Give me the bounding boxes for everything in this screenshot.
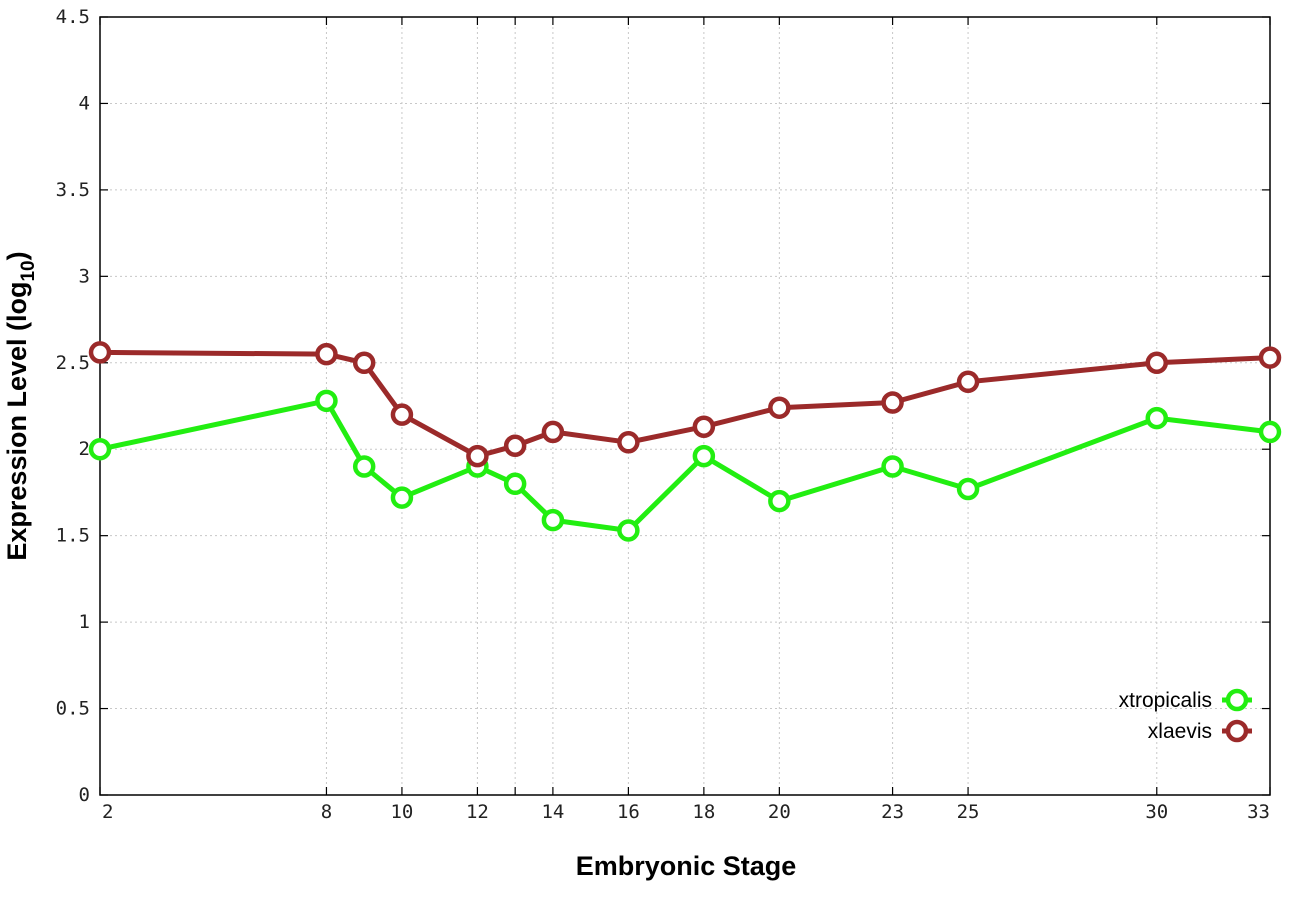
data-point-xlaevis (88, 341, 112, 364)
y-tick-label: 3.5 (56, 179, 90, 201)
data-point-xtropicalis (503, 472, 527, 496)
data-point-xtropicalis (88, 437, 112, 461)
y-tick-label: 2 (79, 438, 90, 460)
y-tick-label: 4.5 (56, 6, 90, 28)
series-line-xtropicalis (99, 398, 1271, 533)
y-tick-label: 3 (79, 265, 90, 287)
x-axis-ticks: 2 8 10 12 14 16 18 20 23 25 30 33 (99, 17, 1271, 823)
data-point-xtropicalis (352, 455, 376, 478)
x-axis-title: Embryonic Stage (576, 851, 797, 881)
x-tick-label: 33 (1247, 801, 1270, 823)
data-point-xlaevis (315, 342, 338, 366)
data-point-xlaevis (390, 403, 414, 426)
data-point-xlaevis (503, 434, 527, 458)
y-axis-ticks: 0 0.5 1 1.5 2 2.5 3 3.5 4 4.5 (56, 6, 1270, 806)
data-point-xlaevis (768, 396, 791, 419)
x-tick-label: 30 (1145, 801, 1168, 823)
x-tick-label: 14 (541, 801, 564, 823)
x-tick-label: 12 (466, 801, 489, 823)
data-point-xlaevis (881, 391, 904, 414)
x-tick-label: 20 (768, 801, 791, 823)
x-tick-label: 16 (617, 801, 640, 823)
y-tick-label: 0 (79, 784, 90, 806)
legend-item-xtropicalis: xtropicalis (1119, 688, 1252, 712)
data-point-xtropicalis (617, 519, 640, 542)
data-point-xlaevis (541, 420, 565, 444)
grid-lines (100, 17, 1270, 795)
data-point-xlaevis (956, 370, 980, 394)
data-point-xtropicalis (768, 489, 791, 513)
x-tick-label: 23 (881, 801, 904, 823)
data-point-xtropicalis (541, 508, 565, 532)
data-point-xtropicalis (315, 389, 338, 413)
data-point-xtropicalis (1145, 406, 1169, 430)
y-tick-label: 2.5 (56, 352, 90, 374)
data-point-xtropicalis (390, 486, 414, 509)
y-tick-label: 0.5 (56, 698, 90, 720)
legend-item-xlaevis: xlaevis (1148, 719, 1252, 743)
y-tick-label: 1 (79, 611, 90, 633)
series-layer (88, 341, 1282, 542)
data-point-xtropicalis (956, 477, 980, 501)
data-point-xlaevis (1145, 351, 1169, 375)
data-point-xtropicalis (881, 455, 904, 478)
data-point-xtropicalis (1258, 420, 1282, 444)
legend-label-xtropicalis: xtropicalis (1119, 689, 1212, 712)
data-point-xtropicalis (692, 444, 716, 468)
legend-swatch-marker-xlaevis (1225, 719, 1249, 743)
y-axis-title-main: Expression Level (log (2, 282, 32, 561)
series-xlaevis (88, 341, 1282, 468)
x-tick-label: 18 (692, 801, 715, 823)
x-tick-label: 25 (957, 801, 980, 823)
legend-label-xlaevis: xlaevis (1148, 720, 1212, 743)
data-point-xlaevis (617, 431, 640, 454)
legend: xtropicalis xlaevis (1119, 688, 1252, 743)
x-tick-label: 2 (102, 801, 113, 823)
y-tick-label: 4 (79, 92, 90, 114)
x-tick-label: 8 (321, 801, 332, 823)
data-point-xlaevis (692, 415, 716, 438)
data-point-xlaevis (466, 444, 489, 468)
y-axis-title: Expression Level (log10) (2, 251, 39, 560)
y-axis-title-subscript: 10 (18, 260, 39, 281)
legend-swatch-marker-xtropicalis (1225, 688, 1249, 712)
y-tick-label: 1.5 (56, 525, 90, 547)
x-tick-label: 10 (390, 801, 413, 823)
series-xtropicalis (88, 389, 1282, 542)
y-axis-title-close: ) (2, 251, 32, 260)
plot-area-frame (99, 16, 1271, 796)
data-point-xlaevis (1258, 346, 1282, 369)
data-point-xlaevis (352, 351, 376, 375)
